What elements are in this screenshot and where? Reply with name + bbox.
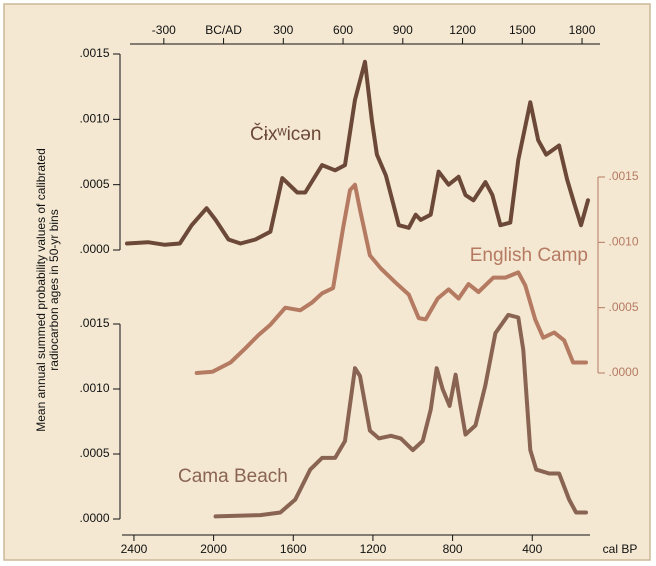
x2-tick-label: -300 (152, 23, 176, 37)
x-tick-label: 2000 (200, 542, 227, 556)
x-tick-label: 1200 (360, 542, 387, 556)
x2-tick-label: 900 (393, 23, 413, 37)
x2-tick-label: 600 (333, 23, 353, 37)
x-tick-label: 800 (443, 542, 463, 556)
y3-tick-label: .0015 (79, 46, 109, 60)
y-tick-label: .0000 (79, 511, 109, 525)
y3-tick-label: .0010 (79, 112, 109, 126)
x-tick-label: 400 (522, 542, 542, 556)
y-axis-label-line: radiocarbon ages in 50-yr bins (47, 209, 61, 370)
x2-tick-label: BC/AD (205, 23, 242, 37)
x2-tick-label: 1500 (509, 23, 536, 37)
y-axis-label: Mean annual summed probability values of… (34, 148, 61, 432)
y-tick-label: .0010 (79, 381, 109, 395)
series-line (213, 312, 588, 519)
y2-tick-label: .0000 (609, 365, 639, 379)
series-label: English Camp (470, 245, 588, 266)
x-tick-label: 2400 (121, 542, 148, 556)
chart-background (3, 3, 651, 561)
y3-tick-label: .0005 (79, 177, 109, 191)
x2-tick-label: 1800 (569, 23, 596, 37)
x2-tick-label: 1200 (449, 23, 476, 37)
y-tick-label: .0005 (79, 446, 109, 460)
series-line (125, 59, 590, 247)
series-label: Čɨxʷicən (250, 123, 321, 145)
y3-tick-label: .0000 (79, 242, 109, 256)
series-label: Cama Beach (178, 466, 288, 487)
x-axis-label: cal BP (603, 542, 638, 556)
y2-tick-label: .0015 (609, 169, 639, 183)
x-tick-label: 1600 (280, 542, 307, 556)
y-tick-label: .0015 (79, 316, 109, 330)
y2-tick-label: .0005 (609, 300, 639, 314)
y-axis-label-line: Mean annual summed probability values of… (34, 148, 48, 432)
series-line (194, 182, 588, 375)
y2-tick-label: .0010 (609, 235, 639, 249)
x2-tick-label: 300 (273, 23, 293, 37)
